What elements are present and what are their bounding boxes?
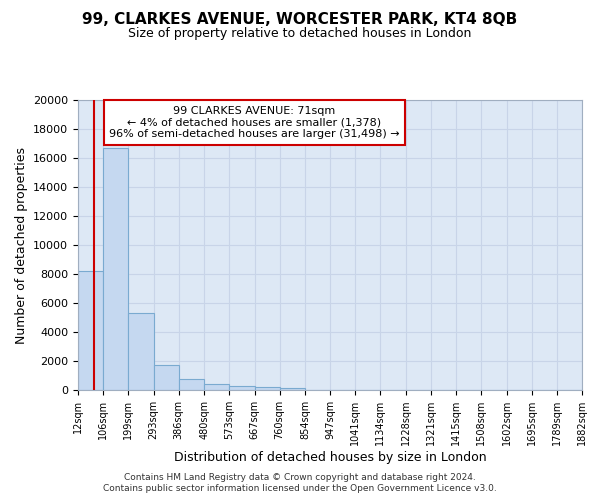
Text: 99, CLARKES AVENUE, WORCESTER PARK, KT4 8QB: 99, CLARKES AVENUE, WORCESTER PARK, KT4 …: [82, 12, 518, 28]
X-axis label: Distribution of detached houses by size in London: Distribution of detached houses by size …: [173, 451, 487, 464]
Text: Size of property relative to detached houses in London: Size of property relative to detached ho…: [128, 28, 472, 40]
Bar: [154, 364, 179, 390]
Bar: [229, 386, 254, 390]
Text: 99 CLARKES AVENUE: 71sqm
← 4% of detached houses are smaller (1,378)
96% of semi: 99 CLARKES AVENUE: 71sqm ← 4% of detache…: [109, 106, 400, 139]
Text: Contains HM Land Registry data © Crown copyright and database right 2024.: Contains HM Land Registry data © Crown c…: [124, 472, 476, 482]
Bar: [103, 148, 128, 390]
Bar: [179, 379, 204, 390]
Bar: [204, 384, 229, 390]
Bar: [280, 388, 305, 390]
Bar: [78, 271, 103, 390]
Bar: [254, 387, 280, 390]
Y-axis label: Number of detached properties: Number of detached properties: [14, 146, 28, 344]
Bar: [128, 313, 154, 390]
Text: Contains public sector information licensed under the Open Government Licence v3: Contains public sector information licen…: [103, 484, 497, 493]
